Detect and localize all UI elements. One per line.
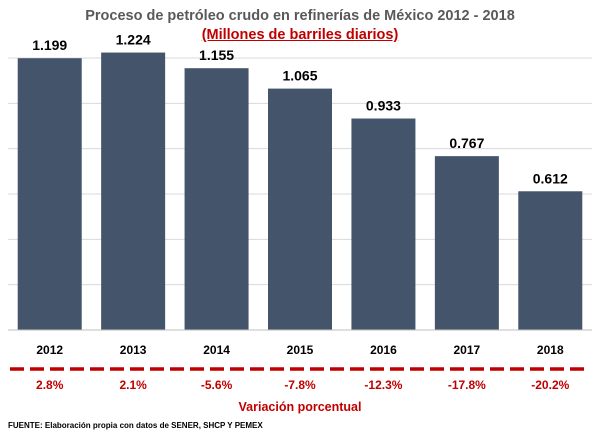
variation-title: Variación porcentual xyxy=(239,400,362,414)
variation-label-2018: -20.2% xyxy=(531,378,569,392)
chart-title: Proceso de petróleo crudo en refinerías … xyxy=(85,8,515,24)
data-label-2018: 0.612 xyxy=(533,170,568,186)
data-label-2015: 1.065 xyxy=(282,68,317,84)
x-tick-label-2018: 2018 xyxy=(537,343,564,357)
source-note: FUENTE: Elaboración propia con datos de … xyxy=(8,421,263,430)
x-tick-label-2013: 2013 xyxy=(120,343,147,357)
variation-label-2012: 2.8% xyxy=(36,378,64,392)
bar-2012 xyxy=(17,58,82,331)
variation-label-2015: -7.8% xyxy=(284,378,316,392)
data-label-2016: 0.933 xyxy=(366,98,401,114)
data-label-2017: 0.767 xyxy=(449,135,484,151)
variation-label-2017: -17.8% xyxy=(448,378,486,392)
variation-label-2016: -12.3% xyxy=(364,378,402,392)
x-tick-label-2016: 2016 xyxy=(370,343,397,357)
variation-label-2013: 2.1% xyxy=(119,378,147,392)
bar-2014 xyxy=(184,68,249,330)
bar-2016 xyxy=(351,118,416,331)
bar-2015 xyxy=(268,88,332,330)
data-label-2012: 1.199 xyxy=(32,37,67,53)
bar-2017 xyxy=(434,156,499,330)
data-label-2014: 1.155 xyxy=(199,47,234,63)
bar-chart: 1.199 2012 2.8% 1.224 2013 2.1% 1.155 2014 -5.6%… xyxy=(8,32,592,414)
bar-2013 xyxy=(101,52,166,331)
x-tick-label-2012: 2012 xyxy=(36,343,63,357)
bar-2018 xyxy=(518,191,583,330)
data-label-2013: 1.224 xyxy=(116,32,151,48)
x-tick-label-2014: 2014 xyxy=(203,343,230,357)
chart-subtitle: (Millones de barriles diarios) xyxy=(201,27,399,43)
x-tick-label-2017: 2017 xyxy=(454,343,481,357)
x-tick-label-2015: 2015 xyxy=(287,343,314,357)
variation-label-2014: -5.6% xyxy=(201,378,233,392)
